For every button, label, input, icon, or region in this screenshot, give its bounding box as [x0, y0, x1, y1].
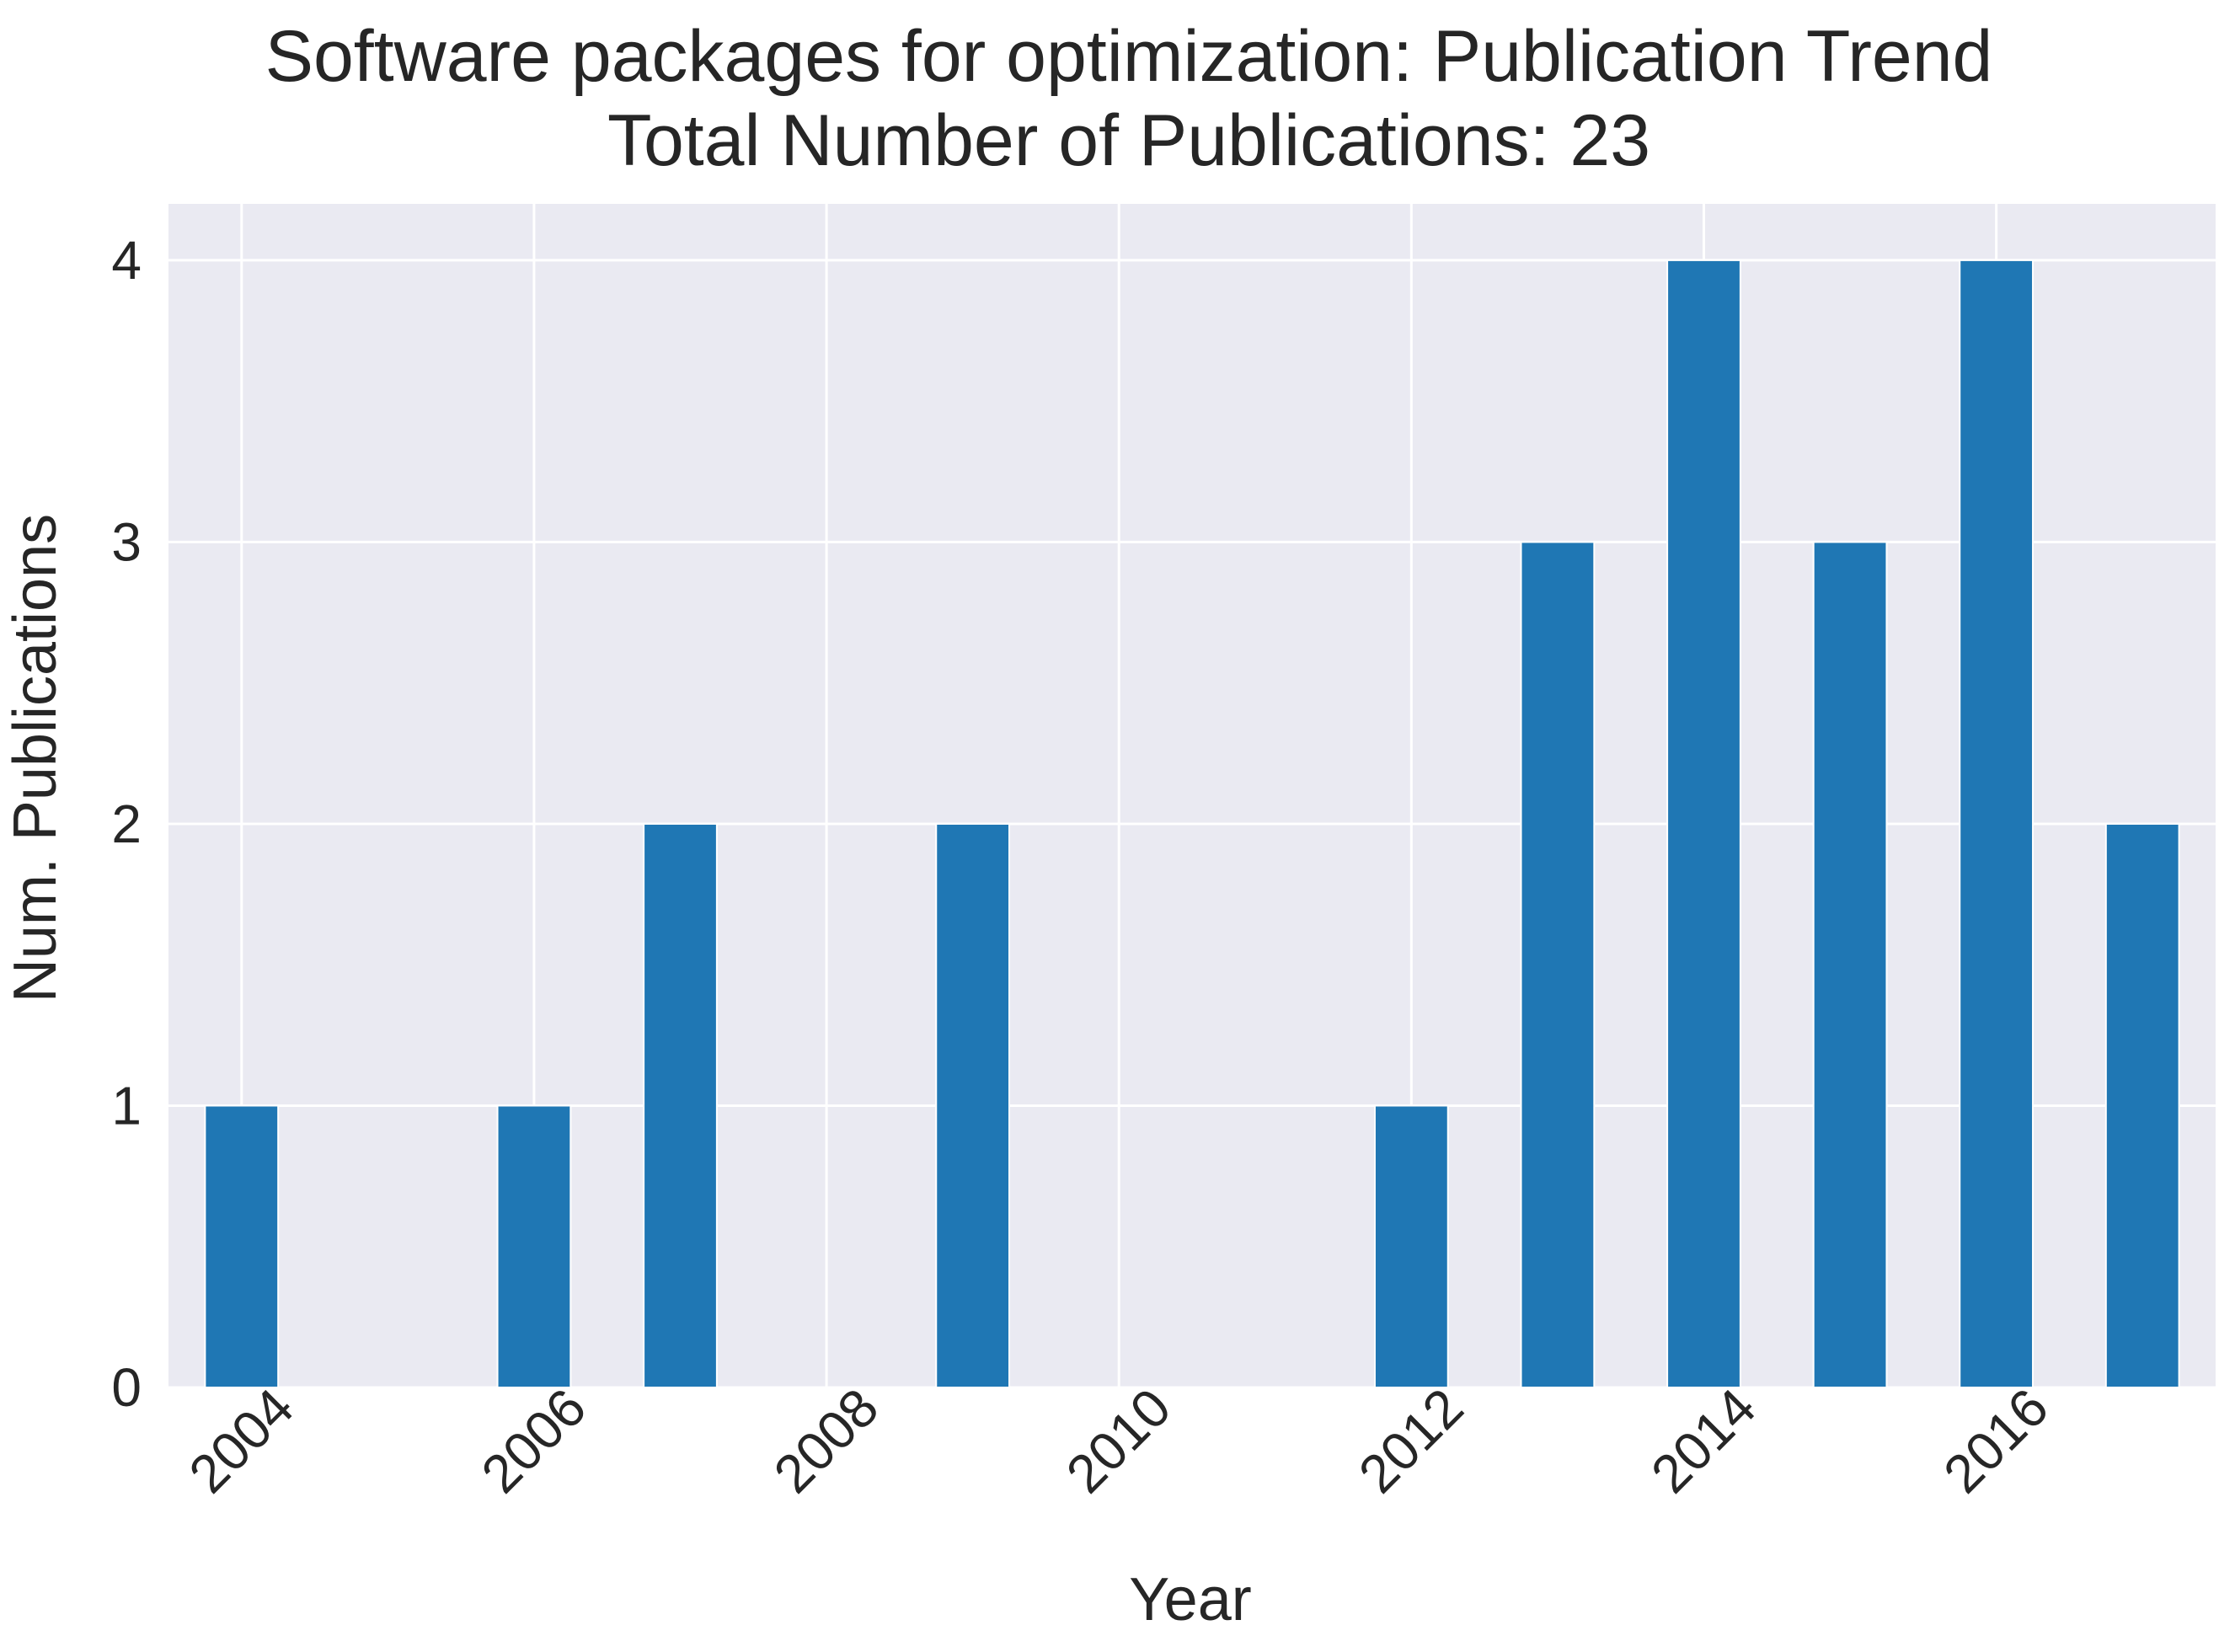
bars	[204, 259, 2180, 1388]
y-axis-ticks: 0 1 2 3 4	[111, 230, 142, 1418]
bar-2013	[1520, 541, 1596, 1388]
chart-title: Software packages for optimization: Publ…	[265, 16, 1993, 97]
bar-2004	[204, 1104, 280, 1388]
y-tick-label-4: 4	[111, 230, 142, 291]
bar-2016	[1959, 259, 2034, 1388]
bar-2012	[1373, 1104, 1449, 1388]
x-tick-label-2008: 2008	[762, 1377, 890, 1505]
x-tick-label-2006: 2006	[470, 1377, 598, 1505]
y-tick-label-2: 2	[111, 794, 142, 854]
x-tick-label-2010: 2010	[1055, 1377, 1183, 1505]
x-tick-label-2012: 2012	[1347, 1377, 1475, 1505]
x-tick-label-2014: 2014	[1639, 1377, 1767, 1505]
plot-area	[168, 204, 2216, 1387]
bar-2006	[496, 1104, 572, 1388]
bar-2014	[1666, 259, 1741, 1388]
bar-2007	[643, 822, 718, 1388]
x-tick-label-2004: 2004	[177, 1377, 305, 1505]
y-axis-label: Num. Publications	[2, 514, 69, 1002]
x-tick-label-2016: 2016	[1932, 1377, 2060, 1505]
x-axis-ticks: 2004 2006 2008 2010 2012 2014 2016	[177, 1377, 2059, 1505]
x-axis-label: Year	[1129, 1566, 1251, 1633]
bar-2009	[935, 822, 1011, 1388]
y-tick-label-1: 1	[111, 1075, 142, 1136]
y-tick-label-3: 3	[111, 511, 142, 572]
y-tick-label-0: 0	[111, 1357, 142, 1418]
bar-2017	[2104, 822, 2180, 1388]
bar-2015	[1812, 541, 1888, 1388]
chart-subtitle: Total Number of Publications: 23	[607, 100, 1650, 181]
